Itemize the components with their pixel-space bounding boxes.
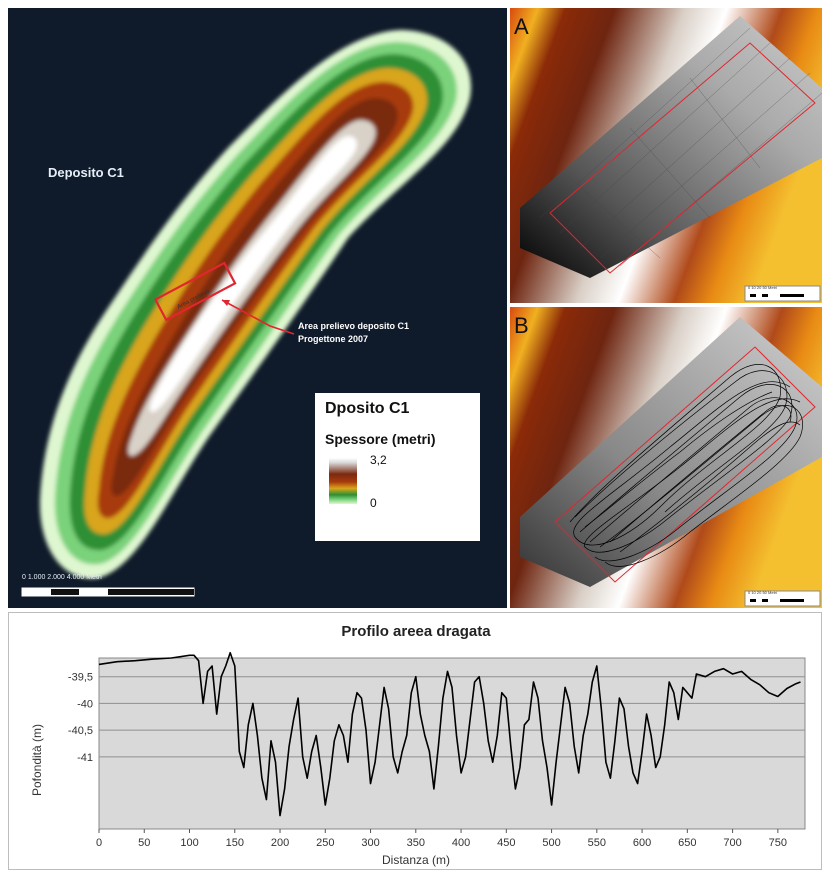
plot-area [98, 657, 806, 830]
x-tick-label: 400 [452, 837, 470, 849]
thickness-map: Area prelievo Deposito C1 Area prelievo … [8, 8, 507, 608]
profile-chart-panel: Profilo areea dragata Pofondità (m) Dist… [8, 612, 822, 870]
inset-b-letter: B [514, 313, 529, 338]
x-tick-label: 750 [769, 837, 787, 849]
x-tick-label: 200 [271, 837, 289, 849]
x-tick-label: 550 [588, 837, 606, 849]
inset-a-raster [510, 8, 822, 303]
scale-bar-text: 0 1.000 2.000 4.000 Metri [22, 574, 102, 581]
dredging-tracks [569, 364, 803, 567]
x-tick-label: 250 [316, 837, 334, 849]
dredge-area-box [153, 261, 237, 322]
x-tick-label: 600 [633, 837, 651, 849]
x-tick-label: 0 [96, 837, 102, 849]
y-tick-label: -41 [77, 752, 93, 764]
legend-min-value: 0 [370, 496, 377, 510]
deposit-thickness-raster: Area prelievo [21, 30, 472, 597]
x-tick-label: 300 [361, 837, 379, 849]
x-axis-label: Distanza (m) [381, 853, 450, 867]
inset-a-map: A 0 10 20 50 Metri [510, 8, 822, 303]
profile-chart: -39,5 -40 -40,5 -41 0 50 100 150 200 250 300 350 400… [68, 651, 806, 849]
map-scale-bar [21, 587, 195, 597]
x-tick-label: 500 [542, 837, 560, 849]
y-tick-label: -40 [77, 698, 93, 710]
x-tick-label: 350 [407, 837, 425, 849]
inset-b-scale-text: 0 10 20 50 Metri [748, 590, 777, 595]
deposit-label: Deposito C1 [48, 165, 124, 180]
inset-b-raster [510, 307, 822, 608]
legend-title: Dposito C1 [325, 400, 410, 417]
x-tick-label: 100 [180, 837, 198, 849]
dredge-area-arrow [221, 299, 295, 335]
y-tick-label: -40,5 [68, 725, 93, 737]
dredge-area-annotation: Area prelievo deposito C1 Progettone 200… [298, 321, 410, 344]
chart-title: Profilo areea dragata [341, 623, 491, 640]
x-tick-label: 50 [138, 837, 150, 849]
x-tick-label: 450 [497, 837, 515, 849]
inset-a-letter: A [514, 14, 529, 39]
inset-a-scale-text: 0 10 20 50 Metri [748, 285, 777, 290]
x-tick-label: 150 [226, 837, 244, 849]
y-tick-label: -39,5 [68, 672, 93, 684]
legend-subtitle: Spessore (metri) [325, 431, 436, 447]
inset-b-map: B 0 10 20 50 Metri [510, 307, 822, 608]
x-tick-label: 650 [678, 837, 696, 849]
legend-max-value: 3,2 [370, 453, 387, 467]
x-tick-label: 700 [723, 837, 741, 849]
map-legend: Dposito C1 Spessore (metri) 3,2 0 [315, 393, 480, 541]
legend-color-ramp [329, 458, 357, 504]
depth-profile-line [98, 651, 801, 817]
